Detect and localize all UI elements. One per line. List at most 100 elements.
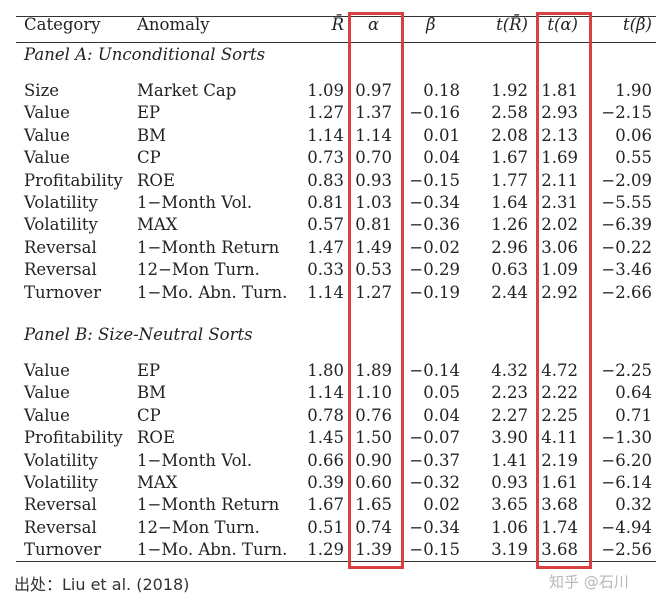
cell-t-r-bar: 3.90	[491, 428, 528, 448]
cell-t-beta: −0.22	[601, 237, 652, 257]
cell-beta: −0.15	[409, 540, 460, 560]
cell-r-bar: 1.29	[307, 540, 344, 560]
cell-anomaly: MAX	[137, 215, 178, 235]
cell-t-alpha: 4.72	[541, 361, 578, 380]
cell-t-beta: −2.15	[601, 103, 652, 123]
watermark: 知乎 @石川	[549, 573, 629, 591]
cell-r-bar: 1.45	[307, 428, 344, 448]
cell-category: Reversal	[24, 495, 97, 515]
cell-anomaly: CP	[137, 405, 161, 425]
cell-t-beta: 0.55	[615, 148, 652, 168]
cell-category: Volatility	[24, 473, 98, 492]
table-row: Value EP 1.80 1.89 −0.14 4.32 4.72 −2.25	[0, 360, 670, 382]
cell-t-r-bar: 1.41	[491, 450, 528, 470]
cell-beta: −0.14	[409, 361, 460, 380]
cell-beta: −0.15	[409, 170, 460, 190]
cell-t-beta: −2.66	[601, 282, 652, 302]
cell-anomaly: BM	[137, 125, 167, 145]
cell-anomaly: MAX	[137, 473, 178, 492]
cell-r-bar: 0.51	[307, 517, 344, 537]
cell-t-alpha: 2.31	[541, 193, 578, 212]
cell-t-beta: −6.14	[601, 473, 652, 492]
panel-b-title: Panel B: Size-Neutral Sorts	[24, 325, 253, 344]
cell-t-alpha: 2.13	[541, 125, 578, 145]
cell-r-bar: 1.80	[307, 361, 344, 380]
cell-t-alpha: 3.68	[541, 540, 578, 560]
cell-t-r-bar: 2.08	[491, 125, 528, 145]
table-row: Value CP 0.73 0.70 0.04 1.67 1.69 0.55	[0, 147, 670, 169]
table-row: Volatility 1−Month Vol. 0.81 1.03 −0.34 1.64 2…	[0, 192, 670, 214]
table-row: Profitability ROE 1.45 1.50 −0.07 3.90 4.11 −1.…	[0, 427, 670, 449]
table-row: Value CP 0.78 0.76 0.04 2.27 2.25 0.71	[0, 405, 670, 427]
cell-t-r-bar: 0.93	[491, 473, 528, 492]
table-row: Volatility 1−Month Vol. 0.66 0.90 −0.37 1.41 2…	[0, 450, 670, 472]
cell-r-bar: 1.14	[307, 282, 344, 302]
cell-anomaly: EP	[137, 103, 161, 123]
cell-anomaly: ROE	[137, 170, 175, 190]
cell-alpha: 1.14	[355, 125, 392, 145]
cell-r-bar: 0.73	[307, 148, 344, 168]
cell-r-bar: 0.66	[307, 450, 344, 470]
t-alpha-column-highlight	[536, 12, 592, 569]
cell-t-beta: −5.55	[601, 193, 652, 212]
cell-r-bar: 1.14	[307, 125, 344, 145]
table-row: Volatility MAX 0.57 0.81 −0.36 1.26 2.02 −6.39	[0, 214, 670, 236]
cell-beta: 0.01	[423, 125, 460, 145]
cell-alpha: 0.81	[355, 215, 392, 235]
cell-beta: −0.02	[409, 237, 460, 257]
cell-t-beta: 0.32	[615, 495, 652, 515]
cell-beta: −0.37	[409, 450, 460, 470]
table-row: Reversal 12−Mon Turn. 0.33 0.53 −0.29 0.63 1.0…	[0, 259, 670, 281]
table-header-row: Category Anomaly R̄ α β t(R̄) t(α) t(β)	[0, 14, 670, 36]
cell-t-r-bar: 1.06	[491, 517, 528, 537]
cell-r-bar: 1.09	[307, 81, 344, 100]
cell-r-bar: 0.78	[307, 405, 344, 425]
cell-category: Value	[24, 361, 70, 380]
cell-alpha: 1.50	[355, 428, 392, 448]
cell-alpha: 0.74	[355, 517, 392, 537]
cell-t-beta: −2.56	[601, 540, 652, 560]
cell-t-r-bar: 1.64	[491, 193, 528, 212]
cell-category: Reversal	[24, 260, 97, 280]
table-top-rule	[16, 16, 656, 17]
cell-category: Value	[24, 125, 70, 145]
cell-r-bar: 0.57	[307, 215, 344, 235]
cell-beta: −0.19	[409, 282, 460, 302]
cell-category: Volatility	[24, 193, 98, 212]
cell-category: Size	[24, 81, 60, 100]
header-beta: β	[426, 15, 436, 34]
cell-anomaly: 1−Month Return	[137, 495, 280, 515]
cell-r-bar: 1.27	[307, 103, 344, 123]
cell-alpha: 1.49	[355, 237, 392, 257]
source-caption: 出处：Liu et al. (2018)	[14, 575, 190, 594]
cell-t-r-bar: 2.58	[491, 103, 528, 123]
table-row: Value BM 1.14 1.10 0.05 2.23 2.22 0.64	[0, 382, 670, 404]
cell-t-alpha: 3.68	[541, 495, 578, 515]
cell-t-alpha: 2.92	[541, 282, 578, 302]
cell-t-beta: −2.09	[601, 170, 652, 190]
cell-anomaly: Market Cap	[137, 81, 237, 100]
table-row: Turnover 1−Mo. Abn. Turn. 1.29 1.39 −0.15 3.1…	[0, 539, 670, 561]
cell-anomaly: BM	[137, 383, 167, 403]
cell-r-bar: 1.14	[307, 383, 344, 403]
cell-alpha: 0.93	[355, 170, 392, 190]
cell-t-r-bar: 2.23	[491, 383, 528, 403]
cell-category: Profitability	[24, 170, 123, 190]
cell-alpha: 0.70	[355, 148, 392, 168]
alpha-column-highlight	[348, 12, 404, 569]
header-category: Category	[24, 15, 101, 34]
cell-category: Volatility	[24, 450, 98, 470]
cell-t-beta: −1.30	[601, 428, 652, 448]
panel-a-title: Panel A: Unconditional Sorts	[24, 45, 266, 64]
cell-beta: 0.05	[423, 383, 460, 403]
cell-t-beta: −6.20	[601, 450, 652, 470]
cell-t-alpha: 2.11	[541, 170, 578, 190]
header-t-alpha: t(α)	[547, 15, 578, 34]
cell-alpha: 0.90	[355, 450, 392, 470]
cell-t-r-bar: 4.32	[491, 361, 528, 380]
table-row: Turnover 1−Mo. Abn. Turn. 1.14 1.27 −0.19 2.4…	[0, 282, 670, 304]
cell-r-bar: 0.39	[307, 473, 344, 492]
table-bottom-rule	[16, 561, 656, 562]
cell-alpha: 1.03	[355, 193, 392, 212]
cell-beta: −0.29	[409, 260, 460, 280]
